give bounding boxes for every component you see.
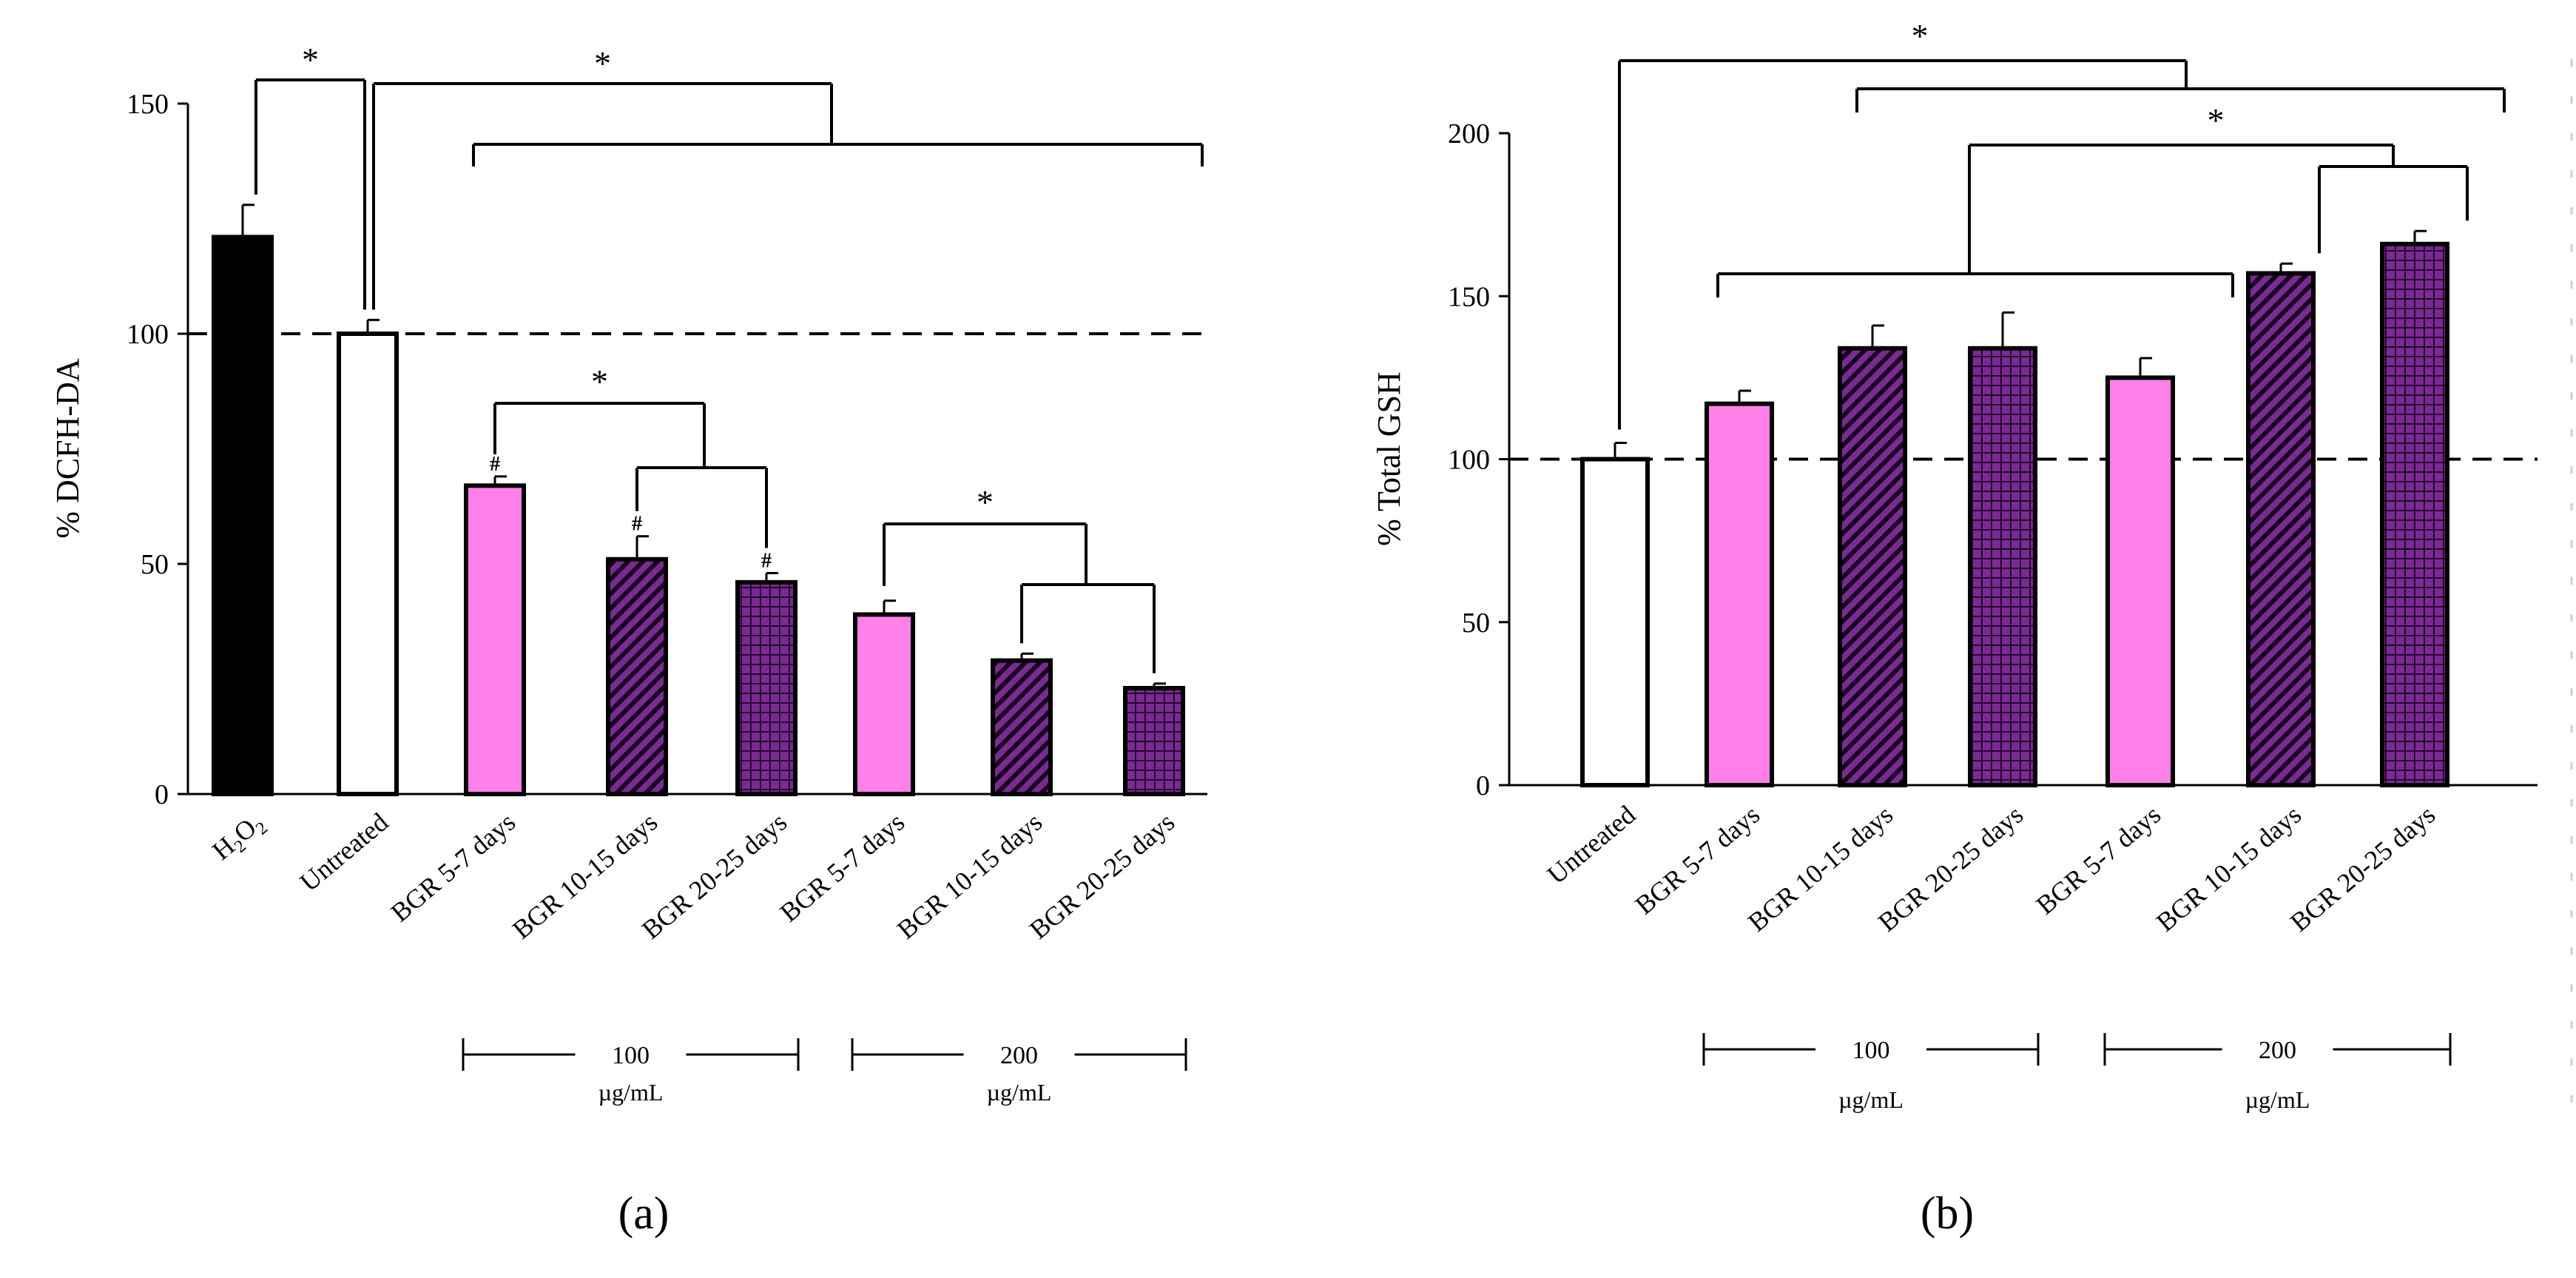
- chart-b-y-tick-label: 150: [1448, 281, 1490, 312]
- chart-a: % DCFH-DA (a) 0 50 100 150 H2O2 Untreated # BGR…: [50, 41, 1207, 1239]
- chart-b: % Total GSH (b) 050100150200UntreatedBGR…: [1371, 17, 2538, 1239]
- chart-a-bar: [735, 579, 798, 796]
- chart-a-y-tick-label: 100: [127, 319, 169, 350]
- chart-a-bar: [337, 332, 399, 796]
- chart-a-bar: [1123, 685, 1185, 796]
- chart-b-x-tick-label: Untreated: [1542, 799, 1641, 889]
- chart-a-x-tick-label: BGR 10-15 days: [891, 807, 1048, 944]
- chart-b-bar: [1838, 346, 1907, 788]
- chart-b-bar: [1705, 401, 1774, 787]
- chart-a-significance-star: *: [302, 41, 319, 78]
- chart-b-bar: [1968, 346, 2037, 788]
- chart-b-dose-unit: µg/mL: [1838, 1086, 1904, 1113]
- chart-b-y-axis-label: % Total GSH: [1371, 371, 1407, 546]
- chart-a-x-tick-label: BGR 5-7 days: [775, 807, 911, 927]
- chart-a-dose-value: 100: [612, 1042, 650, 1069]
- chart-b-bar: [1580, 457, 1650, 787]
- chart-a-y-tick-label: 50: [141, 549, 169, 580]
- chart-b-bar: [2380, 241, 2449, 787]
- chart-a-dose-unit: µg/mL: [987, 1079, 1052, 1106]
- chart-a-hash-mark: #: [761, 549, 772, 572]
- chart-a-x-tick-label: H2O2: [206, 807, 272, 869]
- chart-a-hash-mark: #: [632, 513, 642, 536]
- chart-b-dose-unit: µg/mL: [2245, 1086, 2310, 1113]
- chart-a-bar: [212, 235, 274, 796]
- chart-a-x-tick-label: BGR 5-7 days: [385, 807, 522, 927]
- chart-a-x-tick-label: Untreated: [294, 807, 394, 897]
- chart-b-bar: [2246, 271, 2316, 788]
- chart-b-significance-star: *: [2208, 101, 2225, 139]
- chart-b-y-tick-label: 0: [1476, 770, 1490, 801]
- chart-a-panel-label: (a): [618, 1188, 670, 1239]
- chart-b-bar: [2105, 375, 2175, 787]
- chart-a-hash-mark: #: [490, 453, 500, 476]
- chart-a-x-tick-label: BGR 20-25 days: [1024, 807, 1180, 944]
- chart-a-y-tick-label: 0: [155, 779, 169, 810]
- chart-a-significance-star: *: [594, 44, 611, 82]
- chart-b-x-tick-label: BGR 10-15 days: [2151, 799, 2307, 937]
- chart-a-bar: [464, 483, 526, 796]
- chart-a-bar: [991, 658, 1053, 796]
- chart-a-significance-star: *: [977, 483, 994, 521]
- chart-a-y-axis-label: % DCFH-DA: [50, 358, 86, 538]
- chart-b-panel-label: (b): [1921, 1188, 1974, 1239]
- chart-b-x-tick-label: BGR 20-25 days: [2285, 799, 2441, 937]
- chart-a-y-tick-label: 150: [127, 89, 169, 120]
- chart-b-x-tick-label: BGR 5-7 days: [1630, 799, 1766, 920]
- chart-a-dose-value: 200: [1000, 1042, 1038, 1069]
- chart-a-significance-star: *: [591, 363, 608, 400]
- chart-b-y-tick-label: 200: [1448, 118, 1490, 149]
- chart-b-y-tick-label: 100: [1448, 445, 1490, 476]
- chart-b-y-tick-label: 50: [1462, 608, 1490, 639]
- chart-b-x-tick-label: BGR 5-7 days: [2031, 799, 2167, 920]
- chart-b-dose-value: 200: [2259, 1037, 2296, 1064]
- chart-a-bar: [606, 556, 668, 797]
- chart-b-significance-star: *: [1912, 17, 1929, 55]
- chart-a-dose-unit: µg/mL: [599, 1079, 664, 1106]
- chart-b-dose-value: 100: [1852, 1037, 1890, 1064]
- chart-a-bar: [853, 612, 915, 796]
